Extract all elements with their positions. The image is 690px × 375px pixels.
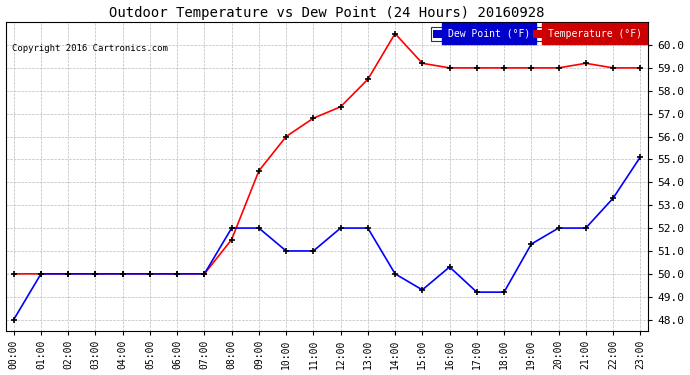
- Text: Copyright 2016 Cartronics.com: Copyright 2016 Cartronics.com: [12, 44, 168, 53]
- Title: Outdoor Temperature vs Dew Point (24 Hours) 20160928: Outdoor Temperature vs Dew Point (24 Hou…: [109, 6, 544, 20]
- Legend: Dew Point (°F), Temperature (°F): Dew Point (°F), Temperature (°F): [431, 27, 644, 41]
